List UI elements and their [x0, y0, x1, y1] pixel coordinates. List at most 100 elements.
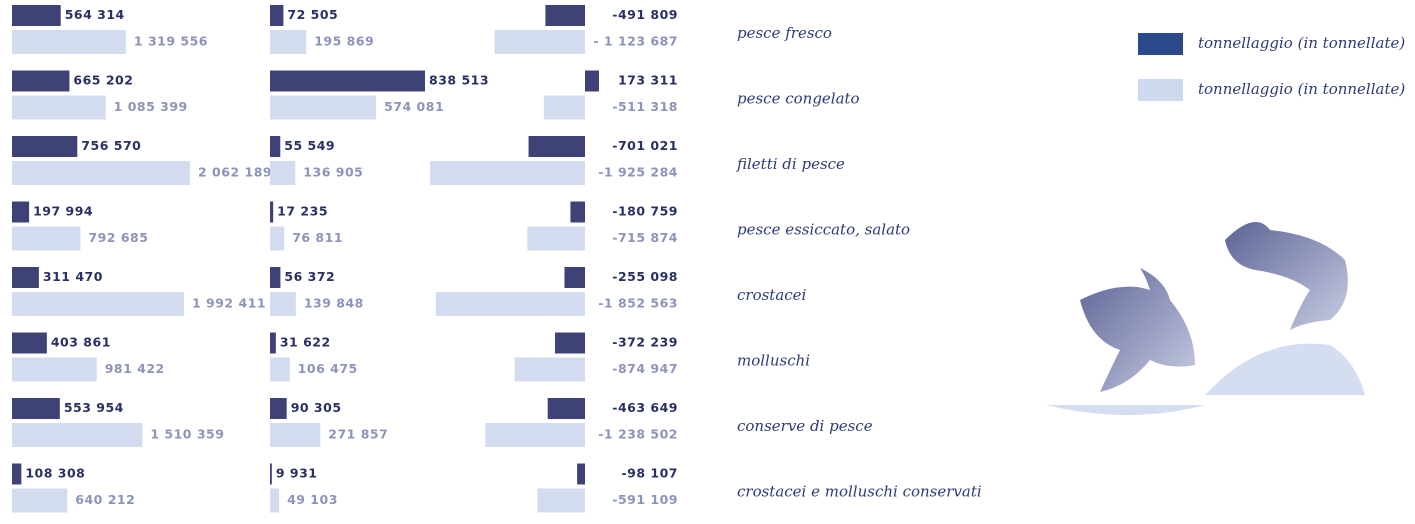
bar [270, 136, 280, 157]
value-label: 665 202 [73, 73, 133, 88]
bar [270, 464, 272, 485]
bar [12, 96, 106, 120]
value-label: 9 931 [276, 466, 318, 481]
value-label: -715 874 [612, 230, 678, 245]
value-label: 838 513 [429, 73, 489, 88]
value-label: 197 994 [33, 204, 93, 219]
legend-swatch [1138, 79, 1183, 101]
value-label: 136 905 [303, 165, 363, 180]
bar [12, 30, 126, 54]
value-label: 1 510 359 [150, 427, 224, 442]
bar [570, 202, 585, 223]
value-label: -98 107 [621, 466, 678, 481]
bar [270, 30, 306, 54]
bar [545, 5, 585, 26]
value-label: 756 570 [81, 138, 141, 153]
bar [12, 464, 21, 485]
bar [548, 398, 585, 419]
bar [270, 267, 280, 288]
value-label: -372 239 [612, 335, 678, 350]
value-label: 564 314 [65, 7, 125, 22]
chart: 564 314 665 202 756 570 197 994 311 470 403 8… [0, 0, 1415, 524]
bar [270, 96, 376, 120]
bar [270, 227, 284, 251]
value-label: 56 372 [284, 269, 335, 284]
bar [270, 358, 290, 382]
value-label: 72 505 [287, 7, 338, 22]
category-label: pesce essiccato, salato [737, 221, 910, 239]
value-label: -180 759 [612, 204, 678, 219]
bar [12, 489, 67, 513]
value-label: 108 308 [25, 466, 85, 481]
fish-illustration [1046, 222, 1365, 415]
bar [270, 333, 276, 354]
value-label: 640 212 [75, 492, 135, 507]
value-label: 792 685 [88, 230, 148, 245]
bar [270, 423, 320, 447]
bar [577, 464, 585, 485]
bar [270, 202, 273, 223]
category-label: pesce congelato [737, 90, 860, 108]
category-label: conserve di pesce [737, 417, 873, 435]
bar [12, 202, 29, 223]
value-label: 173 311 [618, 73, 678, 88]
value-label: -701 021 [612, 138, 678, 153]
value-label: 1 085 399 [114, 99, 188, 114]
bar [527, 227, 585, 251]
value-label: 311 470 [43, 269, 103, 284]
value-label: 403 861 [51, 335, 111, 350]
value-label: -591 109 [612, 492, 678, 507]
bar [270, 161, 295, 185]
bar [564, 267, 585, 288]
bar [430, 161, 585, 185]
value-label: - 1 123 687 [593, 34, 678, 49]
bar [12, 267, 39, 288]
category-label: molluschi [737, 352, 810, 370]
value-label: 139 848 [304, 296, 364, 311]
bar [12, 5, 61, 26]
bar [270, 398, 287, 419]
value-label: -511 318 [612, 99, 678, 114]
bar [12, 292, 184, 316]
bar [12, 423, 142, 447]
bar [436, 292, 585, 316]
value-label: -1 925 284 [598, 165, 678, 180]
bar [12, 227, 80, 251]
bar [585, 71, 599, 92]
value-label: -255 098 [612, 269, 678, 284]
bar [12, 71, 69, 92]
bar [270, 292, 296, 316]
value-label: 1 319 556 [134, 34, 208, 49]
bar [485, 423, 585, 447]
bar [12, 161, 190, 185]
value-label: -874 947 [612, 361, 678, 376]
legend-label: tonnellaggio (in tonnellate) [1198, 34, 1405, 52]
category-label: filetti di pesce [736, 155, 845, 173]
value-label: 55 549 [284, 138, 335, 153]
value-label: 106 475 [298, 361, 358, 376]
value-label: -1 852 563 [598, 296, 678, 311]
value-label: -463 649 [612, 400, 678, 415]
value-label: 574 081 [384, 99, 444, 114]
bar [555, 333, 585, 354]
value-label: 90 305 [291, 400, 342, 415]
bar [12, 333, 47, 354]
value-label: 49 103 [287, 492, 338, 507]
bar [529, 136, 585, 157]
value-label: 553 954 [64, 400, 124, 415]
category-label: crostacei [737, 286, 807, 304]
value-label: -491 809 [612, 7, 678, 22]
legend-swatch [1138, 33, 1183, 55]
bar [270, 5, 283, 26]
value-label: -1 238 502 [598, 427, 678, 442]
bar [544, 96, 585, 120]
value-label: 1 992 411 [192, 296, 266, 311]
value-label: 981 422 [105, 361, 165, 376]
legend-label: tonnellaggio (in tonnellate) [1198, 80, 1405, 98]
bar [270, 489, 279, 513]
bar [515, 358, 585, 382]
category-label: crostacei e molluschi conservati [737, 483, 982, 501]
bar [537, 489, 585, 513]
bar [12, 136, 77, 157]
value-label: 76 811 [292, 230, 343, 245]
